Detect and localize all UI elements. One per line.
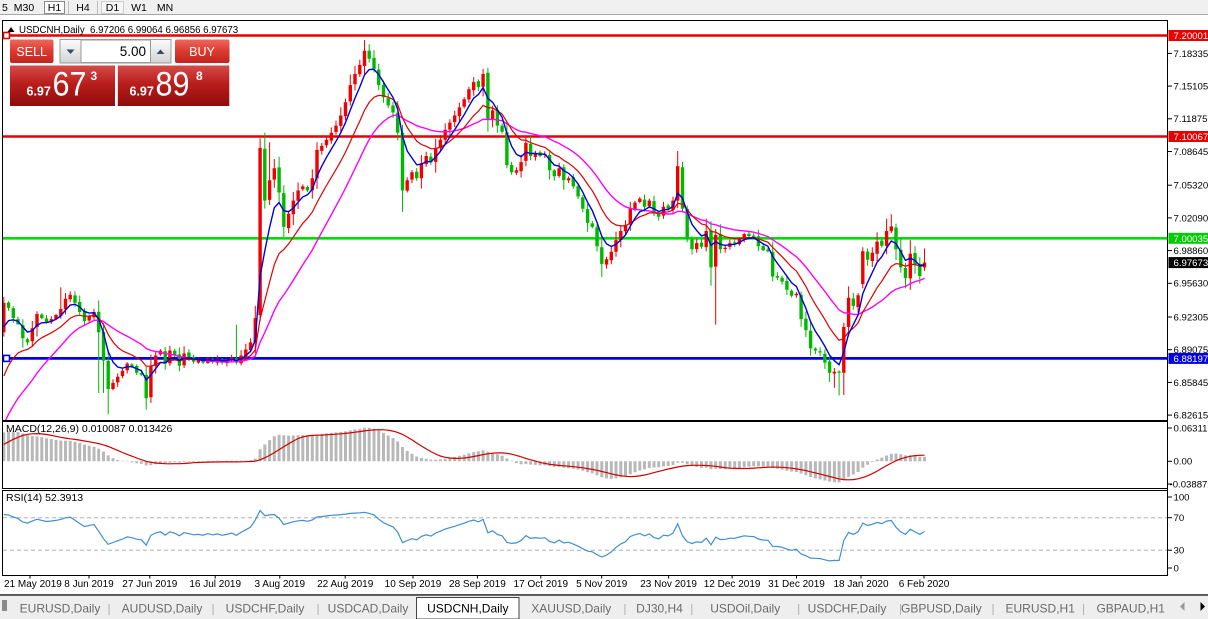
svg-text:BUY: BUY <box>189 45 215 59</box>
svg-text:DJ30,H4: DJ30,H4 <box>636 602 683 616</box>
svg-text:27 Jun 2019: 27 Jun 2019 <box>122 579 177 590</box>
svg-text:23 Nov 2019: 23 Nov 2019 <box>640 579 697 590</box>
svg-text:10 Sep 2019: 10 Sep 2019 <box>385 579 442 590</box>
svg-text:6.97: 6.97 <box>130 85 154 99</box>
svg-text:SELL: SELL <box>16 45 47 59</box>
svg-text:22 Aug 2019: 22 Aug 2019 <box>317 579 374 590</box>
svg-text:31 Dec 2019: 31 Dec 2019 <box>768 579 825 590</box>
svg-text:6.89075: 6.89075 <box>1174 345 1208 356</box>
svg-text:7.02090: 7.02090 <box>1174 213 1208 224</box>
svg-text:USDOil,Daily: USDOil,Daily <box>710 602 780 616</box>
svg-text:100: 100 <box>1174 492 1190 503</box>
svg-text:USDCHF,Daily: USDCHF,Daily <box>808 602 887 616</box>
svg-text:AUDUSD,Daily: AUDUSD,Daily <box>122 602 203 616</box>
svg-text:D1: D1 <box>106 2 120 14</box>
svg-text:7.18335: 7.18335 <box>1174 49 1208 60</box>
svg-text:GBPAUD,H1: GBPAUD,H1 <box>1096 602 1165 616</box>
svg-text:67: 67 <box>53 66 87 104</box>
svg-text:|: | <box>797 602 800 616</box>
svg-text:0: 0 <box>1174 563 1179 574</box>
svg-text:M30: M30 <box>14 2 35 14</box>
svg-text:21 May 2019: 21 May 2019 <box>4 579 62 590</box>
svg-text:USDCHF,Daily: USDCHF,Daily <box>226 602 305 616</box>
svg-text:28 Sep 2019: 28 Sep 2019 <box>449 579 506 590</box>
svg-text:XAUUSD,Daily: XAUUSD,Daily <box>531 602 611 616</box>
svg-text:|: | <box>899 602 902 616</box>
svg-text:7.00035: 7.00035 <box>1174 234 1208 245</box>
svg-text:USDCAD,Daily: USDCAD,Daily <box>328 602 409 616</box>
svg-text:H1: H1 <box>48 2 62 14</box>
svg-text:6.98860: 6.98860 <box>1174 246 1208 257</box>
svg-text:RSI(14) 52.3913: RSI(14) 52.3913 <box>6 492 83 504</box>
svg-text:EURUSD,Daily: EURUSD,Daily <box>20 602 101 616</box>
svg-text:MACD(12,26,9) 0.010087 0.01342: MACD(12,26,9) 0.010087 0.013426 <box>6 423 173 435</box>
svg-text:6 Feb 2020: 6 Feb 2020 <box>899 579 950 590</box>
svg-text:|: | <box>690 602 693 616</box>
svg-text:6.82615: 6.82615 <box>1174 411 1208 422</box>
svg-text:0.063113: 0.063113 <box>1174 423 1208 434</box>
svg-text:USDCNH,Daily 6.97206 6.99064: USDCNH,Daily 6.97206 6.99064 6.96856 6.9… <box>19 25 238 36</box>
svg-text:17 Oct 2019: 17 Oct 2019 <box>514 579 569 590</box>
svg-text:7.15105: 7.15105 <box>1174 82 1208 93</box>
svg-text:12 Dec 2019: 12 Dec 2019 <box>704 579 761 590</box>
svg-text:16 Jul 2019: 16 Jul 2019 <box>189 579 241 590</box>
svg-text:5 Nov 2019: 5 Nov 2019 <box>576 579 628 590</box>
svg-text:MN: MN <box>157 2 173 14</box>
svg-text:|: | <box>991 602 994 616</box>
svg-text:|: | <box>107 602 110 616</box>
svg-text:8 Jun 2019: 8 Jun 2019 <box>64 579 114 590</box>
svg-text:7.10067: 7.10067 <box>1174 132 1208 143</box>
svg-text:H4: H4 <box>76 2 90 14</box>
svg-text:6.97: 6.97 <box>27 85 51 99</box>
svg-text:3 Aug 2019: 3 Aug 2019 <box>254 579 305 590</box>
svg-text:30: 30 <box>1174 546 1185 557</box>
svg-text:6.95630: 6.95630 <box>1174 279 1208 290</box>
svg-text:5.00: 5.00 <box>120 44 146 59</box>
svg-text:89: 89 <box>156 66 190 104</box>
svg-text:EURUSD,H1: EURUSD,H1 <box>1006 602 1076 616</box>
svg-text:5: 5 <box>2 2 8 14</box>
svg-text:W1: W1 <box>131 2 147 14</box>
svg-text:6.92305: 6.92305 <box>1174 312 1208 323</box>
svg-text:USDCNH,Daily: USDCNH,Daily <box>427 602 508 616</box>
svg-text:3: 3 <box>91 69 98 83</box>
svg-text:0.00: 0.00 <box>1174 457 1193 468</box>
svg-text:7.11875: 7.11875 <box>1174 114 1208 125</box>
svg-text:-0.038872: -0.038872 <box>1170 479 1208 490</box>
svg-text:GBPUSD,Daily: GBPUSD,Daily <box>901 602 982 616</box>
svg-text:|: | <box>623 602 626 616</box>
svg-text:|: | <box>1082 602 1085 616</box>
svg-text:8: 8 <box>196 69 203 83</box>
svg-text:6.97673: 6.97673 <box>1174 258 1208 269</box>
svg-text:7.20001: 7.20001 <box>1174 31 1208 42</box>
svg-text:18 Jan 2020: 18 Jan 2020 <box>833 579 888 590</box>
svg-text:|: | <box>211 602 214 616</box>
svg-text:70: 70 <box>1174 513 1185 524</box>
svg-text:6.88197: 6.88197 <box>1174 354 1208 365</box>
svg-text:7.05320: 7.05320 <box>1174 181 1208 192</box>
svg-text:6.85845: 6.85845 <box>1174 378 1208 389</box>
svg-text:7.08645: 7.08645 <box>1174 147 1208 158</box>
svg-text:|: | <box>316 602 319 616</box>
